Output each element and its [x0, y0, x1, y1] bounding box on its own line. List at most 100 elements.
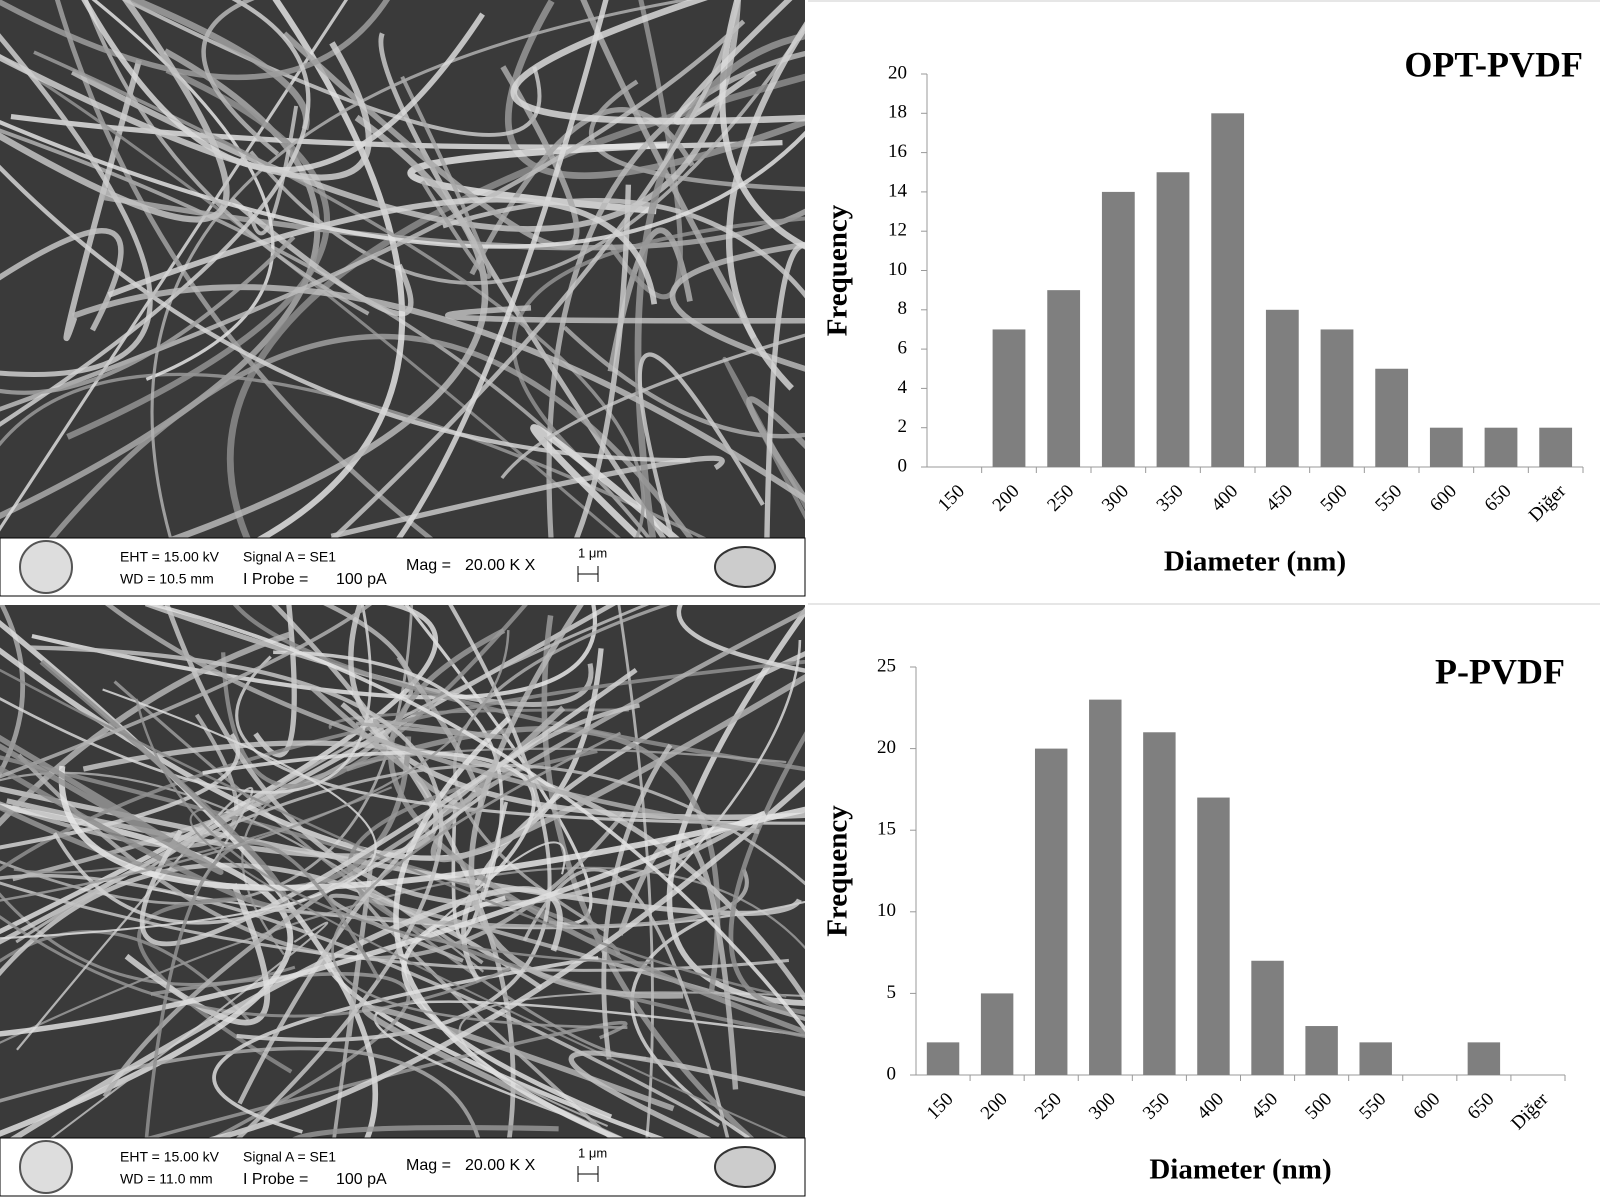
x-tick-label: 450 — [1262, 481, 1297, 516]
fiber — [442, 197, 805, 299]
sem-info: Signal A = SE1 — [243, 549, 336, 565]
info-bar — [0, 537, 806, 597]
logo — [714, 1146, 776, 1188]
fiber — [404, 605, 593, 926]
sem-info: 1 μm — [578, 1145, 607, 1160]
fiber — [201, 0, 280, 156]
y-tick-label: 20 — [877, 737, 896, 758]
y-tick-label: 15 — [877, 819, 896, 840]
fiber — [637, 352, 765, 538]
x-tick-label: 650 — [1481, 481, 1516, 516]
sem-panel: EHT = 15.00 kV WD = 10.5 mm Signal A = SE1… — [0, 0, 806, 597]
fiber — [291, 1124, 559, 1138]
y-tick-label: 6 — [898, 337, 908, 358]
sem-panel: EHT = 15.00 kV WD = 11.0 mm Signal A = SE1… — [0, 605, 806, 1197]
fiber — [139, 667, 638, 947]
x-tick-label: 400 — [1193, 1089, 1228, 1124]
bar — [1305, 1026, 1338, 1075]
fibers — [0, 0, 805, 538]
sem-info: Signal A = SE1 — [243, 1149, 336, 1165]
fiber — [126, 0, 310, 131]
x-tick-label: 300 — [1085, 1089, 1120, 1124]
fiber — [91, 0, 275, 381]
bar — [926, 1042, 960, 1075]
bar — [1211, 113, 1245, 468]
fiber — [253, 605, 297, 758]
scale-bar — [577, 1166, 599, 1182]
y-tick-label: 10 — [877, 900, 896, 921]
fiber — [617, 834, 739, 1090]
fiber — [0, 630, 510, 902]
fiber — [589, 79, 805, 192]
fiber — [150, 0, 694, 538]
fiber — [468, 605, 684, 999]
x-tick-label: Diğer — [1525, 480, 1571, 526]
x-tick-label: 200 — [989, 481, 1024, 516]
fiber — [140, 605, 650, 875]
y-tick-label: 4 — [898, 377, 908, 398]
fiber — [236, 605, 552, 1042]
x-tick-label: 350 — [1153, 481, 1188, 516]
fiber — [0, 235, 296, 395]
fiber — [12, 605, 414, 882]
bar — [1539, 427, 1573, 467]
fiber — [580, 0, 757, 340]
fiber — [0, 0, 230, 223]
fiber — [0, 605, 25, 778]
chart-title: OPT-PVDF — [1404, 44, 1583, 84]
fiber — [0, 53, 622, 538]
fiber — [669, 241, 805, 372]
fiber — [400, 75, 492, 279]
fiber — [102, 608, 805, 1098]
x-tick-label: 550 — [1371, 481, 1406, 516]
fibers — [0, 605, 805, 1138]
bar — [1197, 797, 1230, 1075]
fiber — [124, 882, 270, 1026]
fiber — [54, 0, 434, 538]
chart: 0 2 4 6 8 10 12 14 16 18 20 150 200 250 300 350 400 450 50… — [822, 44, 1584, 578]
fiber — [746, 396, 805, 504]
sem-info: EHT = 15.00 kV — [120, 1149, 220, 1165]
x-tick-label: 600 — [1409, 1089, 1444, 1124]
fiber — [58, 765, 805, 891]
y-tick-label: 10 — [888, 259, 907, 280]
y-tick-label: 8 — [898, 298, 908, 319]
fiber — [330, 0, 741, 538]
x-tick-label: 150 — [923, 1089, 958, 1124]
y-axis-label: Frequency — [822, 805, 854, 937]
fiber — [726, 21, 805, 391]
fiber — [355, 718, 504, 740]
logo — [714, 546, 776, 588]
sem-info: Mag = — [406, 1157, 451, 1174]
x-tick-label: Diğer — [1507, 1088, 1553, 1134]
bar — [1375, 368, 1409, 467]
fiber — [135, 698, 652, 965]
fiber — [573, 184, 632, 538]
y-tick-label: 18 — [888, 102, 907, 123]
logo — [19, 540, 73, 594]
fiber — [144, 841, 381, 1138]
fiber — [0, 164, 691, 463]
fiber — [331, 731, 628, 1029]
x-tick-label: 300 — [1098, 481, 1133, 516]
x-tick-label: 250 — [1031, 1089, 1066, 1124]
x-tick-label: 500 — [1301, 1089, 1336, 1124]
fiber — [9, 886, 563, 1138]
fiber — [33, 50, 645, 538]
fiber — [142, 1020, 628, 1138]
fiber — [546, 51, 805, 538]
fiber — [273, 650, 504, 901]
fiber — [764, 242, 805, 538]
fiber — [206, 779, 805, 1138]
fiber — [395, 0, 609, 538]
sem-info: EHT = 15.00 kV — [120, 549, 220, 565]
fiber — [0, 605, 372, 794]
sem-info: Mag = — [406, 557, 451, 574]
fiber — [511, 216, 805, 478]
fiber — [147, 605, 805, 1033]
bar — [1467, 1042, 1501, 1075]
y-tick-label: 2 — [898, 416, 908, 437]
sem-info: WD = 10.5 mm — [120, 571, 214, 587]
fiber — [221, 605, 528, 789]
fiber — [0, 0, 390, 81]
